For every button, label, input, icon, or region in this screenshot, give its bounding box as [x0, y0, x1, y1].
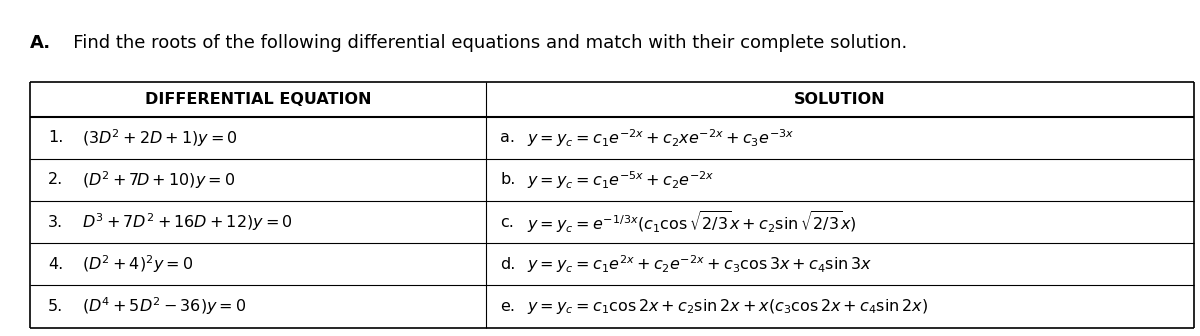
Text: $(D^2 + 4)^2 y = 0$: $(D^2 + 4)^2 y = 0$ — [82, 253, 193, 275]
Text: c.: c. — [500, 215, 515, 229]
Text: $(D^2 + 7D + 10)y = 0$: $(D^2 + 7D + 10)y = 0$ — [82, 169, 235, 191]
Text: DIFFERENTIAL EQUATION: DIFFERENTIAL EQUATION — [145, 92, 371, 107]
Text: $(3D^2 + 2D + 1)y = 0$: $(3D^2 + 2D + 1)y = 0$ — [82, 127, 238, 149]
Text: $y = y_c = c_1 e^{-5x} + c_2 e^{-2x}$: $y = y_c = c_1 e^{-5x} + c_2 e^{-2x}$ — [527, 169, 714, 191]
Text: 2.: 2. — [48, 172, 64, 187]
Text: $D^3 + 7D^2 + 16D + 12)y = 0$: $D^3 + 7D^2 + 16D + 12)y = 0$ — [82, 211, 293, 233]
Text: b.: b. — [500, 172, 516, 187]
Text: d.: d. — [500, 257, 516, 272]
Text: 5.: 5. — [48, 299, 64, 314]
Text: e.: e. — [500, 299, 516, 314]
Text: Find the roots of the following differential equations and match with their comp: Find the roots of the following differen… — [56, 34, 907, 52]
Text: 3.: 3. — [48, 215, 64, 229]
Text: A.: A. — [30, 34, 52, 52]
Text: $y = y_c = e^{-1/3x}(c_1 \cos\sqrt{2/3}x + c_2 \sin\sqrt{2/3}x)$: $y = y_c = e^{-1/3x}(c_1 \cos\sqrt{2/3}x… — [527, 209, 857, 235]
Text: a.: a. — [500, 130, 516, 145]
Text: $(D^4 + 5D^2 - 36)y = 0$: $(D^4 + 5D^2 - 36)y = 0$ — [82, 296, 246, 318]
Text: 1.: 1. — [48, 130, 64, 145]
Text: SOLUTION: SOLUTION — [794, 92, 886, 107]
Text: $y = y_c = c_1 e^{2x} + c_2 e^{-2x} + c_3 \cos 3x + c_4 \sin 3x$: $y = y_c = c_1 e^{2x} + c_2 e^{-2x} + c_… — [527, 253, 872, 275]
Text: $y = y_c = c_1 e^{-2x} + c_2 x e^{-2x} + c_3 e^{-3x}$: $y = y_c = c_1 e^{-2x} + c_2 x e^{-2x} +… — [527, 127, 794, 149]
Text: $y = y_c = c_1 \cos 2x + c_2 \sin 2x + x(c_3 \cos 2x + c_4 \sin 2x)$: $y = y_c = c_1 \cos 2x + c_2 \sin 2x + x… — [527, 297, 928, 316]
Text: 4.: 4. — [48, 257, 64, 272]
